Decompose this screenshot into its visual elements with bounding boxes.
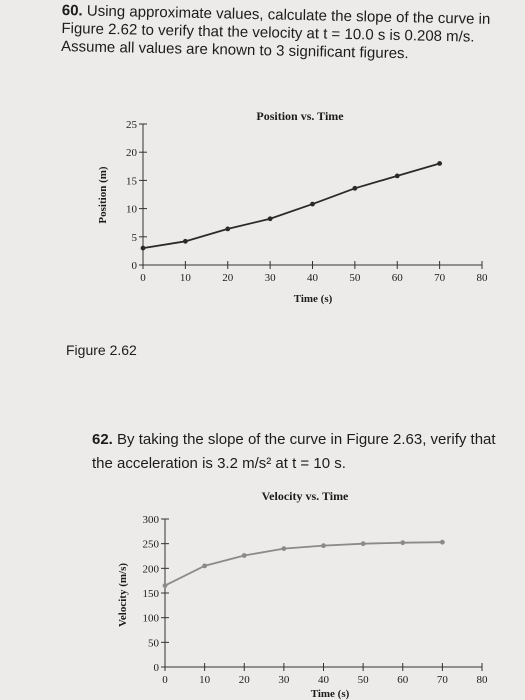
chart2-x-tick-label: 10 xyxy=(199,674,211,686)
chart2-x-tick-label: 0 xyxy=(162,674,168,686)
chart1-y-tick-label: 5 xyxy=(132,232,138,244)
chart2-x-tick-label: 50 xyxy=(358,674,370,686)
chart1-y-tick-label: 15 xyxy=(126,175,138,187)
chart2-y-tick-label: 250 xyxy=(143,539,160,551)
chart2-data-point xyxy=(202,563,208,569)
chart1-y-axis-label: Position (m) xyxy=(97,166,109,223)
chart2-data-point xyxy=(281,546,287,551)
chart2-x-tick-label: 60 xyxy=(397,674,409,686)
chart2-x-tick-label: 80 xyxy=(477,674,489,686)
problem-62-number: 62. xyxy=(92,431,113,448)
chart1-x-axis-label: Time (s) xyxy=(294,293,333,305)
chart2-x-axis-label: Time (s) xyxy=(311,688,350,700)
chart2-y-tick-label: 200 xyxy=(143,563,160,575)
chart1-x-tick-label: 20 xyxy=(222,272,234,284)
problem-62-text-line2: the acceleration is 3.2 m/s² at t = 10 s… xyxy=(92,455,346,472)
chart2-series-line xyxy=(164,541,443,587)
chart2-y-tick-label: 150 xyxy=(143,588,160,600)
chart2-x-tick-label: 30 xyxy=(278,674,290,686)
chart2-title: Velocity vs. Time xyxy=(262,489,349,503)
chart2-data-point xyxy=(241,553,247,558)
chart1-y-tick-label: 20 xyxy=(126,147,138,159)
chart1-x-tick-label: 50 xyxy=(349,272,361,284)
chart1-x-tick-label: 70 xyxy=(434,272,446,284)
problem-62-text-line1: By taking the slope of the curve in Figu… xyxy=(117,431,496,448)
chart1-data-point xyxy=(437,161,443,166)
chart1-x-tick-label: 0 xyxy=(140,272,146,284)
chart2-y-tick-label: 50 xyxy=(148,637,160,649)
chart1-y-tick-label: 10 xyxy=(126,204,138,216)
problem-62: 62. By taking the slope of the curve in … xyxy=(92,428,517,476)
chart1-x-tick-label: 30 xyxy=(265,272,277,284)
chart1-data-point xyxy=(140,245,146,251)
chart2-y-tick-label: 0 xyxy=(154,662,160,674)
chart1-x-tick-label: 40 xyxy=(307,272,319,284)
chart1-y-tick-label: 0 xyxy=(132,260,138,272)
chart1-series-line xyxy=(142,162,440,249)
chart2-y-tick-label: 100 xyxy=(143,613,160,625)
chart1-data-point xyxy=(182,238,188,244)
chart2-x-tick-label: 20 xyxy=(239,674,251,686)
chart2-y-axis-label: Velocity (m/s) xyxy=(117,563,129,627)
chart1-x-tick-label: 60 xyxy=(392,272,404,284)
chart1-data-point xyxy=(352,185,358,191)
chart2-x-tick-label: 40 xyxy=(318,674,330,686)
chart1-x-tick-label: 80 xyxy=(477,272,489,284)
chart1-data-point xyxy=(267,216,273,222)
chart2-data-point xyxy=(162,583,168,588)
chart1-x-tick-label: 10 xyxy=(180,272,192,284)
chart2-x-tick-label: 70 xyxy=(437,674,449,686)
chart2-data-point xyxy=(360,541,366,547)
chart2-data-point xyxy=(400,540,406,546)
chart1-title: Position vs. Time xyxy=(256,109,344,123)
chart2-data-point xyxy=(321,543,326,549)
chart2-data-point xyxy=(439,539,445,545)
chart1-data-point xyxy=(310,201,315,207)
chart2-y-tick-label: 300 xyxy=(143,514,160,526)
chart1-data-point xyxy=(225,226,231,232)
chart1-y-tick-label: 25 xyxy=(126,119,138,131)
figure-2-62-label: Figure 2.62 xyxy=(66,342,137,358)
chart1-data-point xyxy=(394,173,400,179)
